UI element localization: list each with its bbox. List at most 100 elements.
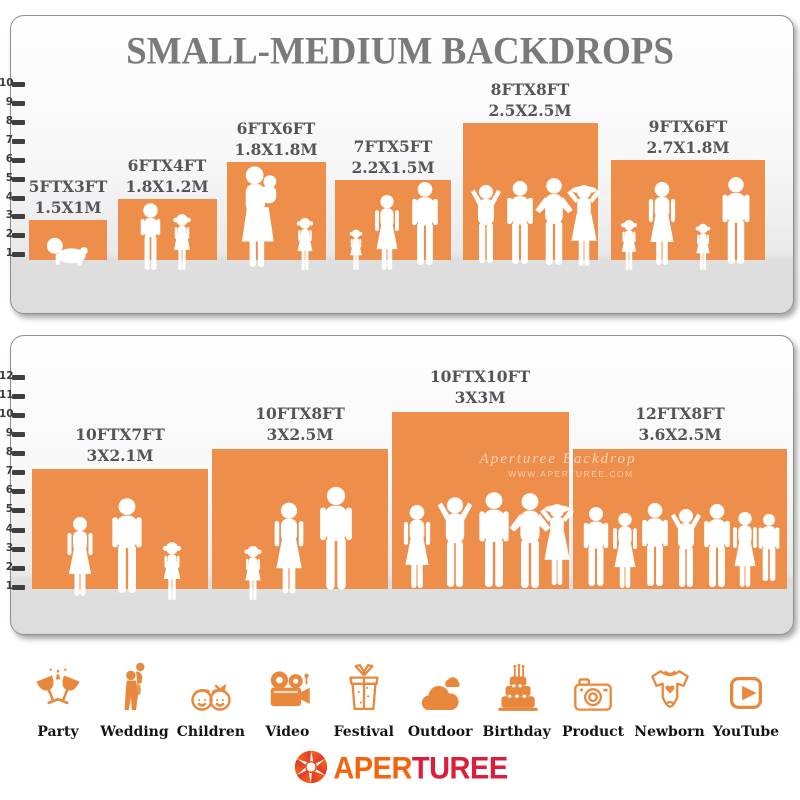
block-label: 12FTX8FT 3.6X2.5M xyxy=(635,404,725,444)
ruler-tick xyxy=(12,375,25,380)
ruler-tick xyxy=(12,394,25,399)
ruler-number: 7 xyxy=(5,465,13,477)
ruler-tick xyxy=(12,585,25,590)
cloud-icon xyxy=(414,658,466,716)
category-birthday: Birthday xyxy=(483,658,551,740)
backdrop-block-7ftx5ft xyxy=(335,180,451,260)
ruler-tick xyxy=(12,413,25,418)
block-label: 8FTX8FT 2.5X2.5M xyxy=(488,80,572,120)
category-label: Outdoor xyxy=(407,724,473,740)
ruler-tick xyxy=(12,566,25,571)
gift-icon xyxy=(339,658,389,716)
ruler-number: 6 xyxy=(5,484,13,496)
ruler-tick xyxy=(12,82,25,87)
ruler-tick xyxy=(12,528,25,533)
category-party: Party xyxy=(24,658,92,740)
category-wedding: Wedding xyxy=(100,658,169,740)
backdrop-block-12ftx8ft xyxy=(573,449,787,589)
block-label: 10FTX7FT 3X2.1M xyxy=(75,425,165,465)
category-video: Video xyxy=(253,658,321,740)
ruler-tick xyxy=(12,451,25,456)
children-icon xyxy=(185,658,237,716)
party-icon xyxy=(33,658,83,716)
block-label: 10FTX10FT 3X3M xyxy=(429,367,531,407)
ruler-number: 1 xyxy=(5,247,13,259)
ruler-number: 10 xyxy=(0,77,14,89)
ruler-tick xyxy=(12,214,25,219)
ruler-number: 3 xyxy=(5,542,13,554)
ruler-number: 7 xyxy=(5,134,13,146)
block-label: 9FTX6FT 2.7X1.8M xyxy=(646,117,730,157)
ruler-tick xyxy=(12,233,25,238)
category-label: YouTube xyxy=(712,724,780,740)
video-camera-icon xyxy=(261,658,313,716)
block-label: 6FTX6FT 1.8X1.8M xyxy=(234,119,318,159)
backdrop-block-10ftx7ft xyxy=(32,469,208,589)
backdrop-block-6ftx4ft xyxy=(118,199,217,260)
category-row: Party Wedding xyxy=(24,658,780,740)
block-label: 7FTX5FT 2.2X1.5M xyxy=(351,137,435,177)
ruler-number: 6 xyxy=(5,153,13,165)
cake-icon xyxy=(492,658,542,716)
wedding-icon xyxy=(113,658,155,716)
category-label: Wedding xyxy=(100,724,169,740)
play-button-icon xyxy=(723,658,769,716)
ruler-tick xyxy=(12,508,25,513)
ruler-number: 2 xyxy=(5,561,13,573)
ruler-number: 3 xyxy=(5,209,13,221)
ruler-tick xyxy=(12,489,25,494)
ruler-number: 10 xyxy=(0,408,14,420)
ruler-number: 8 xyxy=(5,446,13,458)
brand-logo: APERTUREE xyxy=(0,748,800,791)
category-festival: Festival xyxy=(330,658,398,740)
ruler-number: 1 xyxy=(5,580,13,592)
ruler-number: 5 xyxy=(5,172,13,184)
category-label: Birthday xyxy=(482,724,551,740)
block-label: 10FTX8FT 3X2.5M xyxy=(255,404,345,444)
backdrop-block-10ftx8ft xyxy=(212,449,388,589)
category-newborn: Newborn xyxy=(634,658,705,740)
ruler-tick xyxy=(12,470,25,475)
category-label: Newborn xyxy=(634,724,705,740)
ruler-tick xyxy=(12,158,25,163)
category-label: Video xyxy=(265,724,310,740)
category-children: Children xyxy=(177,658,245,740)
ruler-number: 4 xyxy=(5,523,13,535)
backdrop-block-8ftx8ft xyxy=(463,123,598,260)
ruler-number: 9 xyxy=(5,96,13,108)
backdrop-block-5ftx3ft xyxy=(29,220,107,260)
ruler-tick xyxy=(12,547,25,552)
ruler-tick xyxy=(12,432,25,437)
aperture-icon xyxy=(292,748,330,791)
ruler-tick xyxy=(12,120,25,125)
ruler-number: 12 xyxy=(0,370,14,382)
category-youtube: YouTube xyxy=(712,658,780,740)
backdrop-block-10ftx10ft xyxy=(392,412,569,589)
ruler-tick xyxy=(12,177,25,182)
brand-name-part1: APER xyxy=(333,751,412,787)
onesie-icon xyxy=(645,658,695,716)
ruler-tick xyxy=(12,196,25,201)
category-outdoor: Outdoor xyxy=(406,658,474,740)
category-label: Product xyxy=(561,724,625,740)
category-label: Party xyxy=(37,724,79,740)
category-label: Children xyxy=(176,724,245,740)
ruler-number: 2 xyxy=(5,228,13,240)
page-title: SMALL-MEDIUM BACKDROPS xyxy=(126,29,674,74)
backdrop-block-9ftx6ft xyxy=(611,160,765,260)
block-label: 6FTX4FT 1.8X1.2M xyxy=(125,156,209,196)
brand-name: APERTUREE xyxy=(333,751,508,788)
ruler-number: 8 xyxy=(5,115,13,127)
ruler-number: 11 xyxy=(0,389,14,401)
ruler-number: 9 xyxy=(5,427,13,439)
category-product: Product xyxy=(559,658,627,740)
category-label: Festival xyxy=(333,724,394,740)
ruler-number: 5 xyxy=(5,503,13,515)
brand-name-part2: TUREE xyxy=(411,751,508,787)
ruler-tick xyxy=(12,252,25,257)
ruler-number: 4 xyxy=(5,191,13,203)
camera-icon xyxy=(568,658,618,716)
ruler-tick xyxy=(12,101,25,106)
block-label: 5FTX3FT 1.5X1M xyxy=(28,177,108,217)
